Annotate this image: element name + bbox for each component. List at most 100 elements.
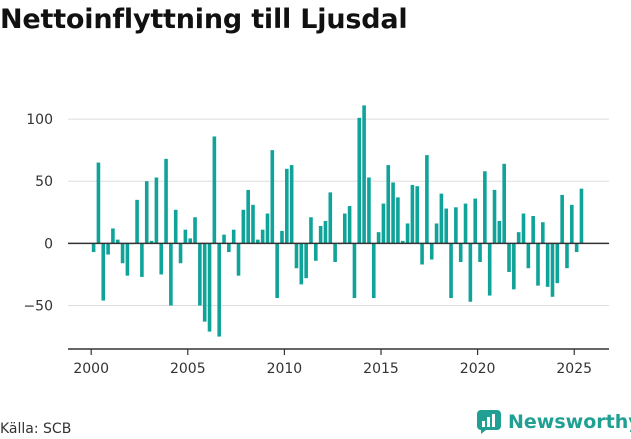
bar-2008-02 <box>251 204 255 244</box>
bar-2011-02 <box>309 217 313 244</box>
bar-2014-01 <box>362 105 366 244</box>
bar-2014-04 <box>376 232 381 244</box>
bar-2016-01 <box>400 240 405 244</box>
bar-2006-01 <box>207 243 212 332</box>
bar-2015-02 <box>386 165 391 244</box>
bar-2004-04 <box>183 229 188 244</box>
bar-2003-02 <box>154 177 159 244</box>
bar-2000-02 <box>96 162 101 244</box>
bar-2019-04 <box>473 198 477 244</box>
bar-2024-04 <box>570 204 574 244</box>
bar-2004-03 <box>178 243 183 264</box>
bar-2000-03 <box>101 243 106 301</box>
bar-2017-03 <box>429 243 434 260</box>
y-tick-label: −50 <box>23 299 53 315</box>
bar-2005-03 <box>198 243 202 306</box>
x-tick-label: 2015 <box>363 361 399 377</box>
bar-2019-03 <box>468 243 473 302</box>
x-tick-label: 2005 <box>170 361 206 377</box>
bar-2019-02 <box>463 203 468 244</box>
bar-2010-04 <box>299 243 304 285</box>
bar-2012-03 <box>333 243 337 262</box>
bar-2008-03 <box>256 239 260 244</box>
bar-2019-01 <box>458 243 463 262</box>
bar-2001-01 <box>111 228 115 244</box>
bar-2015-01 <box>381 203 386 244</box>
bar-2003-04 <box>164 158 168 244</box>
brand-logo[interactable]: Newsworthy <box>476 409 631 435</box>
bar-2023-02 <box>541 222 545 244</box>
bar-2021-03 <box>507 243 511 272</box>
bar-2005-02 <box>193 217 197 244</box>
bar-2015-04 <box>396 197 400 244</box>
bar-2008-04 <box>260 229 265 244</box>
bar-2022-01 <box>516 232 521 244</box>
bar-2002-02 <box>135 199 139 244</box>
bar-2007-02 <box>231 229 236 244</box>
bar-2013-04 <box>357 117 362 244</box>
bar-2010-02 <box>289 165 294 244</box>
bar-2009-02 <box>270 150 275 244</box>
bar-2020-04 <box>492 189 497 244</box>
bar-2002-04 <box>144 181 149 244</box>
x-tick-label: 2000 <box>73 361 109 377</box>
bar-2018-04 <box>454 207 458 244</box>
bar-2003-01 <box>149 240 154 244</box>
bar-2014-02 <box>367 177 371 244</box>
bar-2017-01 <box>420 243 424 265</box>
bar-2012-02 <box>328 192 333 244</box>
bar-2011-03 <box>314 243 318 261</box>
bar-2001-03 <box>120 243 125 264</box>
bar-2016-02 <box>405 223 410 244</box>
bar-2018-03 <box>449 243 453 299</box>
bar-2024-03 <box>565 243 569 269</box>
bar-2002-03 <box>140 243 144 277</box>
bar-2022-03 <box>526 243 531 269</box>
bar-2021-04 <box>512 243 516 290</box>
bar-2017-04 <box>434 223 439 244</box>
bar-2007-01 <box>227 243 231 253</box>
bar-2023-01 <box>536 243 540 286</box>
bar-2004-01 <box>169 243 173 306</box>
bar-2004-02 <box>173 209 178 244</box>
x-tick-label: 2020 <box>460 361 496 377</box>
bar-2021-02 <box>502 163 506 244</box>
bar-2016-04 <box>415 186 420 244</box>
bar-2014-03 <box>371 243 376 299</box>
bar-2013-01 <box>342 213 347 244</box>
bar-2007-04 <box>241 209 246 244</box>
bar-2020-03 <box>487 243 492 296</box>
bar-2017-02 <box>425 155 429 244</box>
newsworthy-logo-icon <box>477 410 501 434</box>
bar-2008-01 <box>246 189 250 244</box>
bar-2012-01 <box>323 220 328 244</box>
x-tick-label: 2025 <box>556 361 592 377</box>
x-tick-label: 2010 <box>267 361 303 377</box>
bar-2022-04 <box>531 216 535 244</box>
bars <box>91 105 584 337</box>
axes: −50 0 50 100 2000 2005 2010 2015 2020 2025 <box>23 112 609 377</box>
bar-2024-02 <box>560 194 564 244</box>
chart-title: Nettoinflyttning till Ljusdal <box>0 4 408 35</box>
bar-2023-03 <box>545 243 550 287</box>
bar-2010-01 <box>285 168 289 244</box>
bar-2005-01 <box>188 238 193 244</box>
source-label: Källa: SCB <box>0 421 72 437</box>
y-tick-label: 0 <box>44 236 53 252</box>
bar-2005-04 <box>202 243 207 322</box>
bar-2011-04 <box>318 225 323 244</box>
grid-lines <box>68 118 609 306</box>
bar-2018-01 <box>439 193 444 244</box>
bar-2022-02 <box>521 213 526 244</box>
brand-name: Newsworthy <box>508 411 631 433</box>
bar-2011-01 <box>304 243 308 279</box>
bar-2003-03 <box>159 243 164 275</box>
bar-2025-01 <box>574 243 579 253</box>
bar-2015-03 <box>391 182 395 244</box>
bar-2000-01 <box>91 243 96 253</box>
bar-2001-02 <box>115 239 120 244</box>
bar-2016-03 <box>410 184 415 244</box>
bar-2010-03 <box>294 243 299 269</box>
bar-2023-04 <box>550 243 555 297</box>
